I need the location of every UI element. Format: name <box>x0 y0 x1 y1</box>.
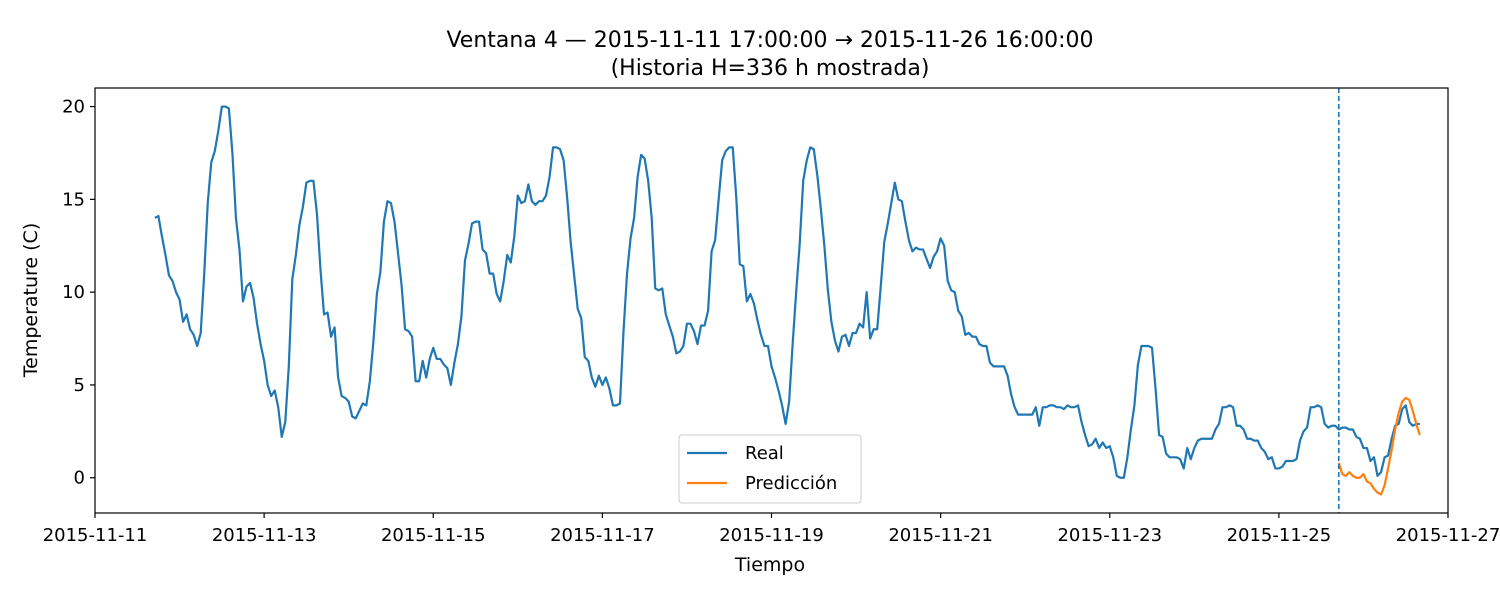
y-tick-label: 20 <box>62 97 85 118</box>
x-tick-label: 2015-11-11 <box>43 525 148 546</box>
series-line-prediccion <box>1337 396 1421 496</box>
x-tick-label: 2015-11-21 <box>888 525 993 546</box>
y-tick-label: 15 <box>62 189 85 210</box>
x-tick-label: 2015-11-23 <box>1057 525 1162 546</box>
x-tick-label: 2015-11-19 <box>719 525 824 546</box>
chart-subtitle: (Historia H=336 h mostrada) <box>611 56 930 81</box>
legend-label: Predicción <box>745 473 837 494</box>
legend-label: Real <box>745 443 784 464</box>
x-tick-label: 2015-11-15 <box>381 525 486 546</box>
y-tick-label: 5 <box>74 375 85 396</box>
y-tick-label: 10 <box>62 282 85 303</box>
y-axis-label: Temperature (C) <box>20 223 42 379</box>
y-tick-label: 0 <box>74 468 85 489</box>
x-axis: 2015-11-11 2015-11-13 2015-11-15 2015-11-17… <box>43 513 1500 546</box>
x-axis-label: Tiempo <box>734 554 805 576</box>
x-tick-label: 2015-11-13 <box>212 525 317 546</box>
series-line-real <box>154 105 1420 479</box>
legend: Real Predicción <box>678 434 862 504</box>
y-axis: 0 5 10 15 20 <box>62 97 95 489</box>
chart-title: Ventana 4 — 2015-11-11 17:00:00 → 2015-1… <box>446 28 1093 53</box>
x-tick-label: 2015-11-17 <box>550 525 655 546</box>
plot-content <box>154 88 1421 513</box>
x-tick-label: 2015-11-25 <box>1227 525 1332 546</box>
x-tick-label: 2015-11-27 <box>1396 525 1500 546</box>
